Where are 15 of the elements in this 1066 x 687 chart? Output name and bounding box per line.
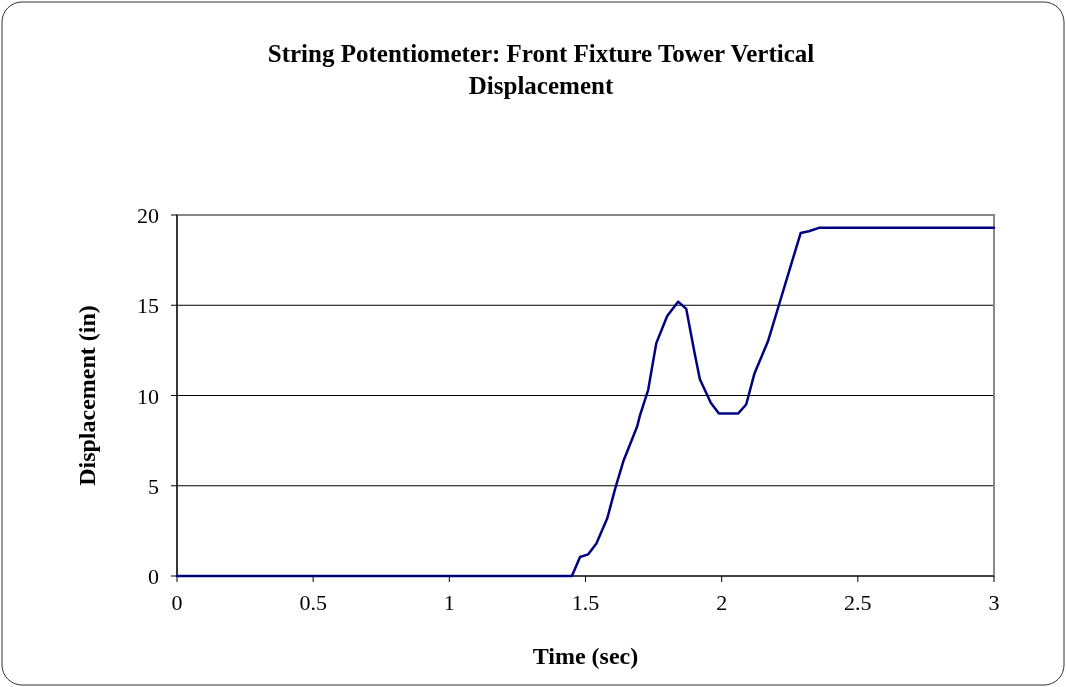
x-tick-label: 1	[443, 590, 455, 615]
x-tick-label: 1.5	[571, 590, 600, 615]
x-axis-title: Time (sec)	[532, 643, 639, 669]
x-tick-label: 0.5	[299, 590, 327, 615]
y-tick-label: 10	[137, 383, 159, 409]
y-tick-label: 0	[148, 564, 159, 589]
y-tick-label: 20	[137, 203, 159, 228]
y-tick-label: 5	[148, 473, 159, 499]
x-tick-label: 3	[988, 590, 1000, 615]
x-tick-label: 2	[716, 590, 728, 615]
x-tick-label: 0	[171, 590, 183, 615]
y-axis-title: Displacement (in)	[74, 305, 100, 486]
chart-title: String Potentiometer: Front Fixture Tower Vertical Displacement	[267, 40, 815, 99]
x-tick-label: 2.5	[844, 590, 872, 615]
y-tick-label: 15	[137, 293, 159, 319]
